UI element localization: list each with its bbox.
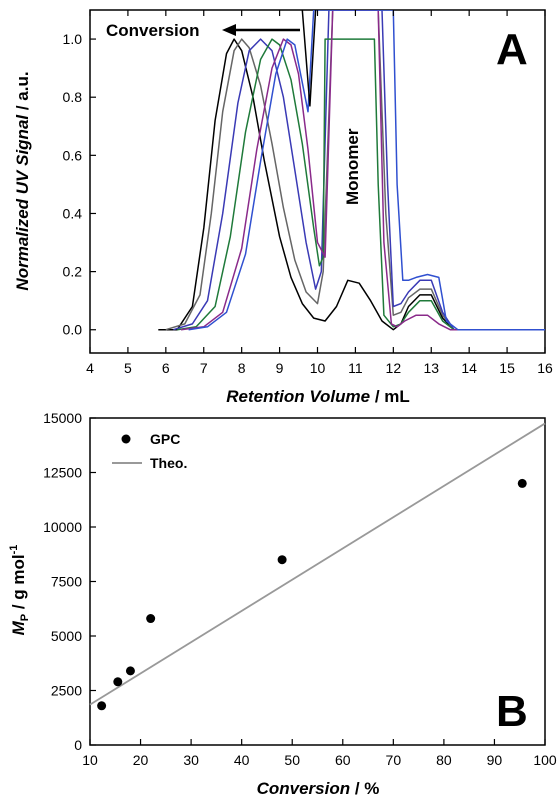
gpc-point	[113, 677, 123, 687]
panel-b-x-axis-label: Conversion / %	[257, 779, 380, 798]
y-tick-label: 12500	[43, 465, 82, 481]
x-tick-label: 80	[436, 752, 452, 768]
uv-trace-2	[173, 10, 470, 331]
uv-trace-6	[301, 10, 317, 107]
panel-b: 10 20 30 40 50 60 70 80 90 100 0 2500 5000 7500 10000 1…	[8, 410, 557, 798]
x-tick-label: 60	[335, 752, 351, 768]
x-tick-label: 8	[238, 360, 246, 376]
legend-gpc-label: GPC	[150, 431, 180, 447]
monomer-label: Monomer	[343, 128, 362, 205]
y-tick-label: 7500	[51, 574, 82, 590]
y-tick-label: 2500	[51, 683, 82, 699]
panel-b-letter: B	[496, 687, 528, 736]
conversion-arrow-head	[222, 24, 236, 36]
gpc-point	[146, 614, 156, 624]
uv-trace-3	[177, 38, 470, 331]
y-tick-label: 0	[74, 737, 82, 753]
y-tick-label: 0.4	[63, 205, 83, 221]
uv-trace-0	[158, 38, 470, 331]
uv-trace-5	[188, 10, 545, 331]
uv-trace-1	[165, 10, 470, 331]
y-tick-label: 10000	[43, 519, 82, 535]
x-tick-label: 5	[124, 360, 132, 376]
y-tick-label: 0.0	[63, 322, 83, 338]
x-tick-label: 10	[310, 360, 326, 376]
y-tick-label: 0.8	[63, 89, 83, 105]
panel-b-y-axis-label: MP / g mol-1	[8, 545, 31, 636]
gpc-point	[277, 555, 287, 565]
panel-a-ticks: 4 5 6 7 8 9 10 11 12 13 14 15 16 0.0 0.2 0.4 0.6 0.8 1.0	[63, 10, 553, 376]
x-tick-label: 13	[423, 360, 439, 376]
x-tick-label: 10	[82, 752, 98, 768]
conversion-label: Conversion	[106, 21, 200, 40]
x-tick-label: 40	[234, 752, 250, 768]
panel-a: 4 5 6 7 8 9 10 11 12 13 14 15 16 0.0 0.2 0.4 0.6 0.8 1.0 A…	[13, 9, 553, 406]
x-tick-label: 90	[487, 752, 503, 768]
uv-trace-4	[180, 10, 470, 331]
conversion-annotation: Conversion	[106, 21, 300, 40]
panel-a-series-group	[158, 10, 545, 331]
x-tick-label: 4	[86, 360, 94, 376]
y-tick-label: 5000	[51, 628, 82, 644]
x-tick-label: 70	[386, 752, 402, 768]
panel-a-y-axis-label: Normalized UV Signal / a.u.	[13, 71, 32, 290]
x-tick-label: 100	[533, 752, 557, 768]
x-tick-label: 15	[499, 360, 515, 376]
panel-b-series-group	[89, 422, 546, 711]
panel-a-x-axis-label: Retention Volume / mL	[226, 387, 410, 406]
x-tick-label: 11	[348, 360, 363, 376]
y-tick-label: 0.2	[63, 264, 83, 280]
x-tick-label: 7	[200, 360, 208, 376]
x-tick-label: 6	[162, 360, 170, 376]
x-tick-label: 20	[133, 752, 149, 768]
y-tick-label: 15000	[43, 410, 82, 426]
x-tick-label: 30	[183, 752, 199, 768]
x-tick-label: 14	[461, 360, 477, 376]
legend-gpc-marker	[121, 434, 131, 444]
x-tick-label: 50	[284, 752, 300, 768]
panel-b-legend: GPC Theo.	[112, 431, 187, 471]
legend-theo-label: Theo.	[150, 455, 187, 471]
gpc-point	[125, 666, 135, 676]
y-tick-label: 0.6	[63, 147, 83, 163]
x-tick-label: 9	[276, 360, 284, 376]
panel-b-ticks: 10 20 30 40 50 60 70 80 90 100 0 2500 5000 7500 10000 1…	[43, 410, 557, 768]
gpc-point	[97, 701, 107, 711]
theoretical-line	[89, 422, 546, 706]
panel-a-letter: A	[496, 25, 528, 74]
y-tick-label: 1.0	[63, 31, 83, 47]
gpc-point	[517, 478, 527, 488]
x-tick-label: 16	[537, 360, 553, 376]
x-tick-label: 12	[386, 360, 402, 376]
